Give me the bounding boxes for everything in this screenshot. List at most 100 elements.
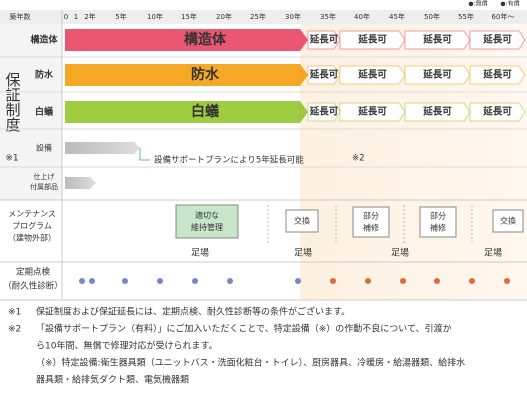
year-label: 30年 — [285, 12, 301, 21]
scaffold-label: 足場 — [191, 247, 209, 259]
warranty-bar — [65, 101, 308, 123]
scaffold-label: 足場 — [391, 247, 409, 259]
row-label: 防水 — [35, 69, 54, 81]
paid-dot — [469, 278, 475, 284]
year-label: 15年 — [181, 12, 197, 21]
row-label: 設備 — [36, 143, 52, 153]
header-band — [0, 10, 527, 24]
maintenance-item: 部分 — [430, 211, 446, 221]
axis-label: 築年数 — [10, 12, 31, 21]
maintenance-item: 交換 — [500, 216, 516, 226]
bar-label: 構造体 — [184, 31, 227, 48]
label-column — [0, 24, 62, 200]
extension-label: 延長可 — [357, 106, 387, 118]
equipment-note-mark: ※2 — [352, 154, 365, 164]
note-text: 保証制度および保証延長には、定期点検、耐久性診断等の条件がございます。 — [36, 306, 350, 318]
paid-dot — [504, 278, 510, 284]
note-text: （※）特定設備:衛生器具類（ユニットバス・洗面化粧台・トイレ）、厨房器具、冷暖房… — [36, 357, 465, 369]
extension-label: 延長可 — [422, 34, 452, 46]
extension-arrow — [469, 102, 526, 122]
year-label: 1 — [74, 13, 78, 21]
row-label: メンテナンス — [8, 210, 56, 219]
paid-dot — [434, 278, 440, 284]
side-label: 保証制度 — [4, 72, 22, 132]
free-dot — [192, 278, 198, 284]
free-dot — [157, 278, 163, 284]
extension-arrow — [339, 65, 406, 85]
finish-bar — [65, 177, 96, 189]
maintenance-item: 部分 — [363, 211, 379, 221]
note-leader — [139, 148, 150, 161]
warranty-bar — [65, 29, 308, 51]
maintenance-box — [419, 206, 457, 238]
free-dot — [122, 278, 128, 284]
extension-arrow — [339, 30, 406, 50]
row-label: （建物外部） — [8, 233, 56, 243]
extension-label: 延長可 — [357, 34, 387, 46]
extension-label: 延長可 — [482, 106, 512, 118]
extension-arrow — [404, 30, 471, 50]
row-label: 定期点検 — [16, 267, 51, 278]
year-label: 20年 — [216, 12, 232, 21]
year-label: 35年 — [320, 12, 336, 21]
note-mark: ※1 — [8, 308, 21, 318]
extension-label: 延長可 — [482, 69, 512, 81]
equipment-note: 設備サポートプランにより5年延長可能 — [154, 155, 304, 166]
row-label: プログラム — [12, 221, 52, 231]
extension-label: 延長可 — [482, 34, 512, 46]
free-dot — [227, 278, 233, 284]
maintenance-item: 補修 — [363, 223, 379, 233]
year-label: 55年 — [458, 12, 474, 21]
free-dot — [79, 278, 85, 284]
warranty-bar — [65, 64, 308, 86]
maintenance-box — [285, 209, 319, 233]
extension-label: 延長可 — [357, 69, 387, 81]
extension-label: 延長可 — [309, 34, 339, 46]
bar-label: 白蟻 — [191, 103, 219, 120]
year-label: 40年 — [354, 12, 370, 21]
note-text: 器具類・給排気ダクト類、電気機器類 — [36, 374, 189, 386]
maintenance-item: 交換 — [294, 216, 310, 226]
note-mark: ※2 — [8, 325, 21, 335]
side-note: ※1 — [5, 154, 18, 164]
extension-arrow — [339, 102, 406, 122]
year-label: 60年～ — [492, 12, 515, 21]
row-label: 仕上げ — [34, 172, 55, 181]
note-text: ら10年間、無償で修理対応が受けられます。 — [36, 340, 218, 352]
extension-label: 延長可 — [422, 106, 452, 118]
maintenance-item: 補修 — [430, 223, 446, 233]
free-dot — [295, 278, 301, 284]
bar-label: 防水 — [191, 66, 220, 83]
year-label: 50年 — [424, 12, 440, 21]
year-label: 45年 — [389, 12, 405, 21]
extension-arrow — [404, 102, 471, 122]
extension-arrow — [307, 65, 341, 85]
legend-free: ●:無償 — [468, 0, 487, 8]
year-label: 25年 — [250, 12, 266, 21]
scaffold-label: 足場 — [484, 247, 502, 259]
extension-arrow — [469, 30, 526, 50]
extension-arrow — [469, 65, 526, 85]
extension-arrow — [404, 65, 471, 85]
row-label: 構造体 — [30, 34, 58, 46]
maintenance-item: 維持管理 — [191, 222, 223, 232]
paid-dot — [330, 278, 336, 284]
paid-area — [300, 24, 527, 300]
extension-label: 延長可 — [309, 106, 339, 118]
note-text: 「設備サポートプラン（有料）」にご加入いただくことで、特定設備（※）の作動不良に… — [36, 323, 452, 335]
extension-arrow — [307, 102, 341, 122]
scaffold-label: 足場 — [294, 247, 312, 259]
extension-label: 延長可 — [422, 69, 452, 81]
maintenance-box — [175, 204, 239, 239]
maintenance-box — [492, 209, 524, 233]
row-label: 付属部品 — [30, 182, 58, 191]
legend-paid: ●:有償 — [500, 0, 519, 8]
maintenance-item: 適切な — [195, 210, 219, 220]
paid-dot — [400, 278, 406, 284]
year-label: 10年 — [147, 12, 163, 21]
paid-dot — [365, 278, 371, 284]
free-dot — [89, 278, 95, 284]
year-label: 2年 — [84, 12, 95, 21]
row-label: （耐久性診断） — [3, 281, 63, 292]
